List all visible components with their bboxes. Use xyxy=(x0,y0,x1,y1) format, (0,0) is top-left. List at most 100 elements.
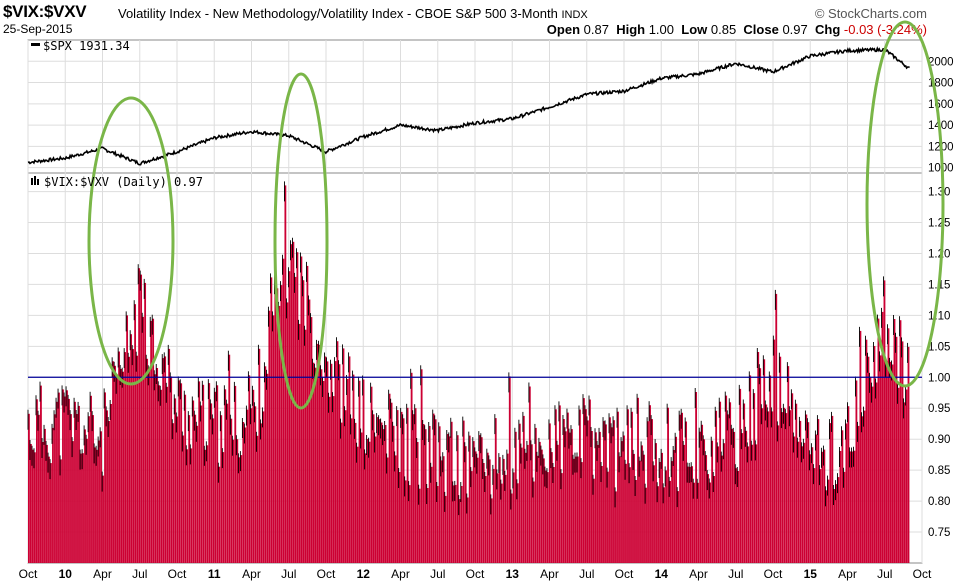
ratio-bar xyxy=(783,407,786,563)
ratio-bar xyxy=(685,421,688,563)
ratio-bar xyxy=(366,439,369,563)
ratio-bar xyxy=(542,458,545,563)
ratio-bar xyxy=(871,386,874,563)
ratio-bar xyxy=(194,414,197,563)
ratio-bar xyxy=(765,404,768,563)
spx-price-line xyxy=(27,46,910,166)
ratio-bar xyxy=(132,349,135,563)
ratio-bar xyxy=(773,339,776,563)
ratio-bar xyxy=(234,385,237,563)
x-tick-label: Oct xyxy=(317,567,336,581)
ratio-bar xyxy=(430,466,433,563)
highlight-ellipse xyxy=(87,96,175,386)
ratio-bar xyxy=(725,395,728,563)
ratio-bar xyxy=(72,441,74,563)
ratio-bar xyxy=(721,455,724,563)
ratio-bar xyxy=(510,493,513,563)
ratio-bar xyxy=(576,456,579,563)
ratio-bar xyxy=(851,451,854,563)
ratio-bar xyxy=(374,436,377,563)
ratio-bar xyxy=(394,455,397,563)
ratio-bar xyxy=(78,405,80,563)
ratio-bar xyxy=(651,419,653,563)
ratio-bar xyxy=(92,415,94,563)
ratio-bar xyxy=(280,285,283,563)
ratio-bar xyxy=(338,364,341,563)
ratio-bar xyxy=(410,372,413,563)
ratio-bar xyxy=(246,409,249,563)
ratio-bar xyxy=(488,459,491,563)
ratio-bar xyxy=(528,386,531,563)
ratio-bar xyxy=(320,369,323,563)
ratio-bar xyxy=(715,410,718,563)
ratio-bar xyxy=(819,469,822,563)
ratio-bar xyxy=(739,388,742,563)
ratio-bar xyxy=(126,315,129,563)
ratio-bar xyxy=(815,434,818,563)
ratio-bar xyxy=(526,444,529,563)
ratio-bar xyxy=(524,452,527,563)
ratio-bar xyxy=(508,376,511,563)
ratio-bar xyxy=(294,276,297,563)
ratio-bar xyxy=(312,362,315,563)
ratio-bar xyxy=(466,497,469,563)
ratio-bar xyxy=(899,320,902,563)
ratio-bar xyxy=(252,389,255,563)
ratio-bar xyxy=(799,420,802,563)
ratio-bar xyxy=(793,436,796,563)
ratio-bar xyxy=(278,305,281,563)
ratio-y-tick-label: 0.90 xyxy=(928,434,950,446)
ratio-bar xyxy=(629,467,631,563)
ratio-bar xyxy=(346,379,349,563)
ratio-bar xyxy=(613,420,615,563)
ratio-bar xyxy=(378,419,381,563)
ratio-bar xyxy=(689,466,692,563)
chart-header: $VIX:$VXV Volatility Index - New Methodo… xyxy=(0,0,967,40)
ratio-bar xyxy=(717,446,720,563)
ratio-bar xyxy=(751,444,754,563)
ratio-bar xyxy=(190,448,193,563)
ratio-bar xyxy=(396,410,399,563)
ratio-bar xyxy=(687,466,690,563)
ratio-bar xyxy=(140,274,143,563)
ratio-bar xyxy=(865,339,868,563)
ratio-bar xyxy=(544,470,547,563)
ratio-bar xyxy=(310,317,313,563)
ratio-bar xyxy=(208,383,211,563)
ratio-bar xyxy=(426,488,429,563)
ratio-bar xyxy=(767,411,770,563)
ratio-bar xyxy=(186,449,189,563)
ratio-bar xyxy=(368,441,371,563)
ratio-bar xyxy=(468,435,471,563)
ratio-bar xyxy=(30,444,32,563)
x-tick-label: Oct xyxy=(168,567,187,581)
ratio-bar xyxy=(342,348,345,563)
ratio-bar xyxy=(416,442,419,563)
ratio-bar xyxy=(627,409,629,563)
ratio-bar xyxy=(372,414,375,563)
ratio-bar xyxy=(340,422,343,563)
ratio-bar xyxy=(603,421,605,563)
ratio-bar xyxy=(829,423,832,563)
ratio-bar xyxy=(222,452,225,563)
ratio-bar xyxy=(659,462,661,563)
ratio-bar xyxy=(38,414,40,563)
ratio-bar xyxy=(230,418,233,563)
ratio-y-tick-label: 1.10 xyxy=(928,310,950,322)
ratio-bar xyxy=(332,396,335,563)
ratio-bar xyxy=(741,433,744,563)
ratio-bar xyxy=(224,389,227,563)
ratio-bar xyxy=(697,482,700,563)
ratio-bar xyxy=(66,390,68,563)
ratio-bar xyxy=(454,484,457,563)
ratio-bar xyxy=(348,356,351,563)
exchange-label: INDX xyxy=(561,9,588,21)
ratio-bar xyxy=(661,452,663,563)
x-tick-label: 15 xyxy=(804,567,818,581)
ratio-bar xyxy=(867,356,870,563)
ratio-bar xyxy=(779,356,782,563)
ratio-bar xyxy=(102,475,104,563)
brand-link[interactable]: © StockCharts.com xyxy=(814,6,927,21)
ratio-bar xyxy=(703,439,706,563)
